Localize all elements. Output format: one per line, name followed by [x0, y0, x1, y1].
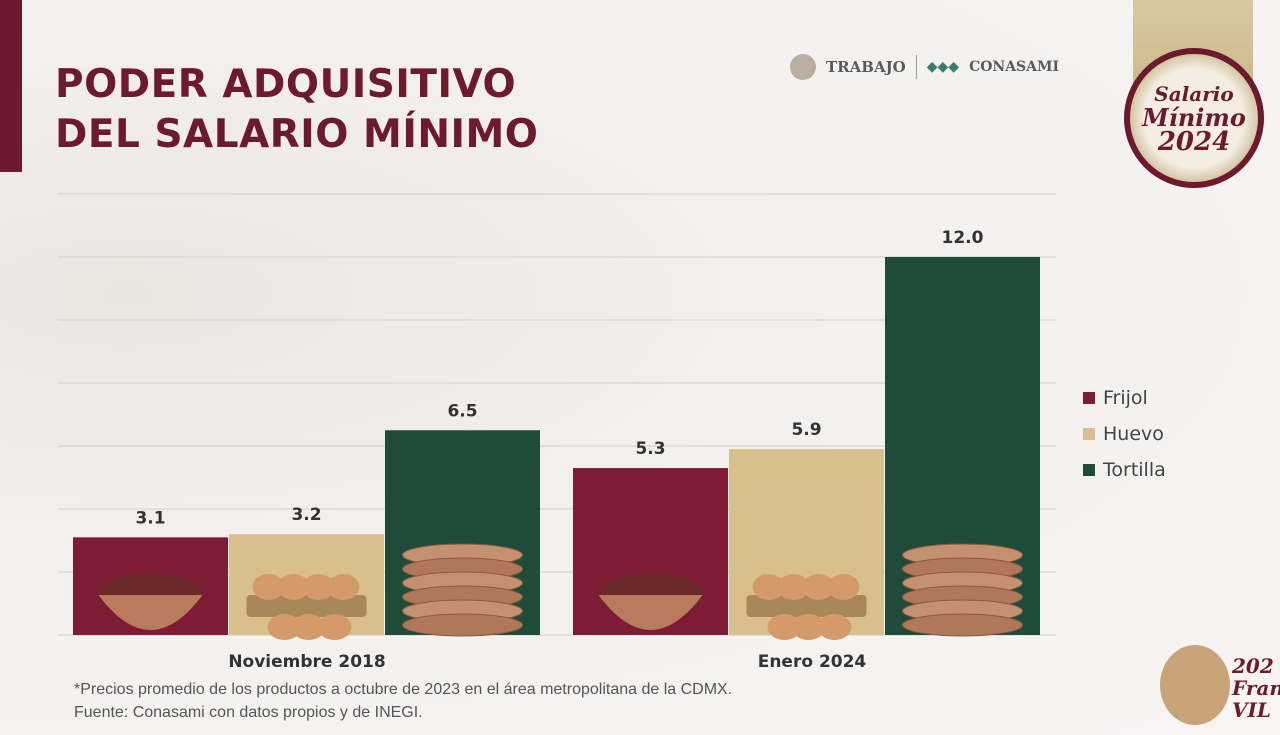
legend: Frijol Huevo Tortilla: [1083, 380, 1166, 488]
basket-icon: [246, 595, 367, 617]
conasami-mark-icon: ◆◆◆: [926, 59, 960, 75]
footnote-prices: *Precios promedio de los productos a oct…: [74, 681, 733, 698]
egg-icon: [777, 574, 810, 600]
data-label: 3.2: [291, 505, 321, 525]
legend-label: Tortilla: [1103, 459, 1166, 481]
salario-minimo-badge: Salario Mínimo 2024: [1124, 48, 1264, 188]
basket-icon: [746, 595, 867, 617]
tortilla-icon: [402, 613, 523, 637]
legend-swatch: [1083, 464, 1095, 476]
title-line-2: DEL SALARIO MÍNIMO: [55, 112, 539, 157]
legend-label: Frijol: [1103, 387, 1148, 409]
egg-icon: [267, 614, 302, 640]
legend-item-frijol: Frijol: [1083, 380, 1166, 416]
page-title: PODER ADQUISITIVO DEL SALARIO MÍNIMO: [55, 60, 538, 160]
egg-icon: [327, 574, 360, 600]
villa-text: Franc: [1232, 676, 1280, 700]
villa-text: 202: [1232, 654, 1274, 678]
villa-logo-text: 202 Franc VIL: [1232, 655, 1280, 721]
egg-icon: [802, 574, 835, 600]
legend-item-huevo: Huevo: [1083, 416, 1166, 452]
badge-line: Mínimo: [1142, 103, 1246, 132]
egg-icon: [302, 574, 335, 600]
data-label: 6.5: [447, 401, 477, 421]
data-label: 5.9: [791, 420, 821, 440]
data-label: 12.0: [942, 228, 984, 248]
legend-swatch: [1083, 428, 1095, 440]
category-label: Enero 2024: [758, 652, 867, 672]
egg-icon: [791, 614, 826, 640]
egg-icon: [767, 614, 802, 640]
villa-portrait-icon: [1160, 645, 1230, 725]
tortilla-icon: [902, 613, 1023, 637]
bowl-icon: [98, 595, 203, 630]
title-line-1: PODER ADQUISITIVO: [55, 62, 517, 107]
egg-icon: [252, 574, 285, 600]
category-label: Noviembre 2018: [228, 652, 385, 672]
badge-line: Salario: [1154, 82, 1234, 106]
trabajo-logo: TRABAJO: [826, 58, 906, 76]
conasami-logo: CONASAMI: [969, 59, 1060, 75]
bowl-icon: [598, 595, 703, 630]
footnote-source: Fuente: Conasami con datos propios y de …: [74, 704, 423, 721]
accent-bar: [0, 0, 22, 172]
mexico-seal-icon: [790, 54, 816, 80]
egg-icon: [317, 614, 352, 640]
legend-label: Huevo: [1103, 423, 1164, 445]
egg-icon: [277, 574, 310, 600]
data-label: 3.1: [135, 508, 165, 528]
footnote: *Precios promedio de los productos a oct…: [74, 678, 732, 724]
egg-icon: [827, 574, 860, 600]
badge-line: 2024: [1157, 127, 1231, 157]
divider: [915, 55, 917, 79]
egg-icon: [752, 574, 785, 600]
data-label: 5.3: [635, 439, 665, 459]
francisco-villa-logo: 202 Franc VIL: [1140, 640, 1280, 735]
header-logos: TRABAJO ◆◆◆ CONASAMI: [790, 54, 1059, 80]
legend-swatch: [1083, 392, 1095, 404]
egg-icon: [817, 614, 852, 640]
legend-item-tortilla: Tortilla: [1083, 452, 1166, 488]
villa-text: VIL: [1232, 698, 1271, 722]
egg-icon: [291, 614, 326, 640]
